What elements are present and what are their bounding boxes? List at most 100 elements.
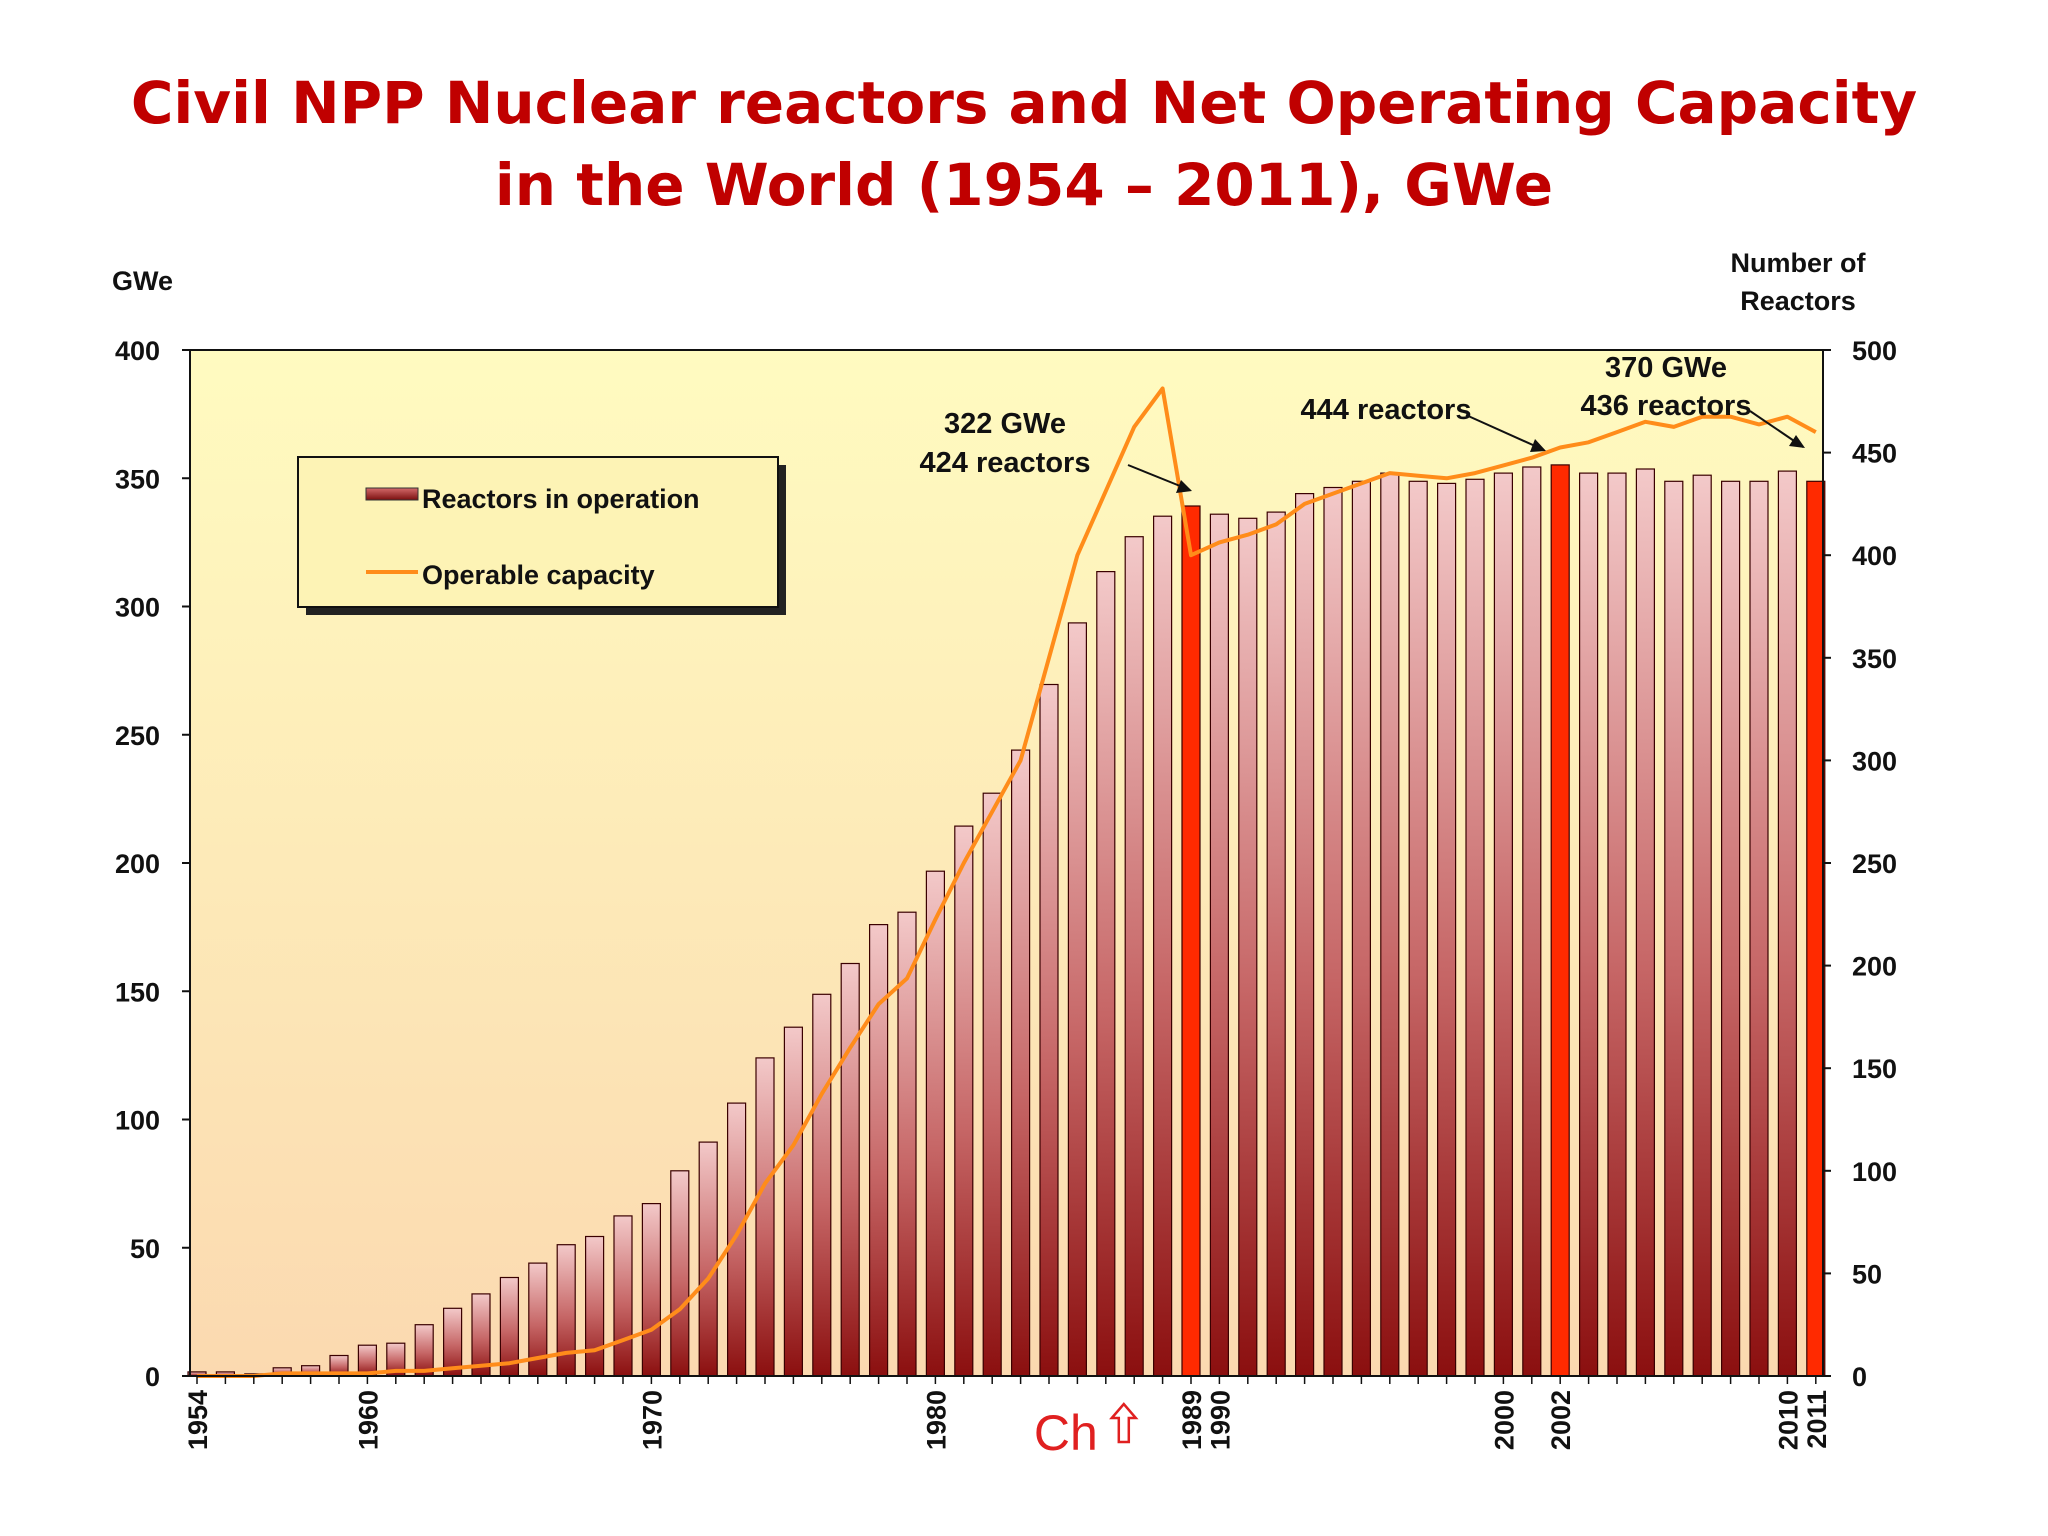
annotation-2011-arrowhead [1789,435,1805,448]
right-axis-ticks: 0 50 100 150 200 250 300 350 400 450 500 [1823,336,1897,1392]
x-label-2000: 2000 [1489,1390,1519,1450]
annotation-1989-line2: 424 reactors [920,447,1091,479]
bar-2003 [1578,472,1599,1377]
right-tick-label-450: 450 [1852,439,1897,469]
bar-1975 [783,1026,804,1377]
up-arrow-icon [1109,1402,1139,1444]
legend: Reactors in operation Operable capacity [297,456,786,615]
left-tick-label-150: 150 [115,977,160,1007]
bar-1984 [1039,683,1059,1377]
left-tick-label-200: 200 [115,849,160,879]
bar-2005 [1635,468,1656,1377]
x-label-1954: 1954 [183,1390,213,1450]
left-tick-label-250: 250 [115,721,160,751]
right-axis-label-line1: Number of [1731,248,1867,278]
bar-1989 [1181,505,1201,1377]
right-tick-label-0: 0 [1852,1362,1867,1392]
bar-1981 [954,825,974,1377]
bar-2006 [1664,480,1684,1377]
x-label-2002: 2002 [1546,1390,1576,1450]
annotation-1989: 322 GWe 424 reactors [920,408,1192,493]
left-axis-ticks: 0 50 100 150 200 250 300 350 400 [115,336,190,1392]
right-tick-label-150: 150 [1852,1054,1897,1084]
bar-1976 [812,993,832,1377]
bar-1971 [670,1170,690,1377]
x-label-2011: 2011 [1802,1390,1832,1449]
annotation-2011: 370 GWe 436 reactors [1581,352,1805,448]
left-axis-label: GWe [112,266,173,296]
title-line-1: Civil NPP Nuclear reactors and Net Opera… [130,69,1918,137]
x-label-1980: 1980 [921,1390,951,1450]
bar-1962 [414,1324,434,1377]
bar-1993 [1294,493,1315,1377]
bar-1990 [1209,513,1230,1377]
legend-bars-label: Reactors in operation [422,484,700,514]
bar-1997 [1408,480,1428,1377]
legend-box [297,456,779,608]
chernobyl-marker: Ch [1034,1402,1139,1461]
bar-2009 [1749,480,1769,1377]
bar-2000 [1493,472,1514,1377]
bar-1988 [1152,515,1173,1377]
title-line-2: in the World (1954 – 2011), GWe [494,151,1554,219]
bar-1986 [1096,570,1116,1377]
annotation-2002-arrow [1465,414,1545,451]
right-tick-label-200: 200 [1852,952,1897,982]
bar-1999 [1465,478,1485,1377]
bar-1985 [1067,622,1088,1377]
bar-2008 [1720,480,1741,1377]
bar-1968 [584,1235,605,1377]
left-tick-label-100: 100 [115,1106,160,1136]
legend-bar-swatch [365,487,419,501]
operable-capacity-line [197,386,1817,1378]
bar-2010 [1777,470,1798,1377]
right-tick-label-50: 50 [1852,1259,1882,1289]
annotation-2002-arrowhead [1530,439,1546,452]
left-tick-label-350: 350 [115,464,160,494]
right-tick-label-300: 300 [1852,746,1897,776]
bar-1978 [868,923,889,1377]
bar-1973 [726,1102,747,1377]
bar-2001 [1522,466,1542,1377]
page-title: Civil NPP Nuclear reactors and Net Opera… [0,62,2048,226]
bar-1974 [755,1057,775,1377]
right-axis-label-line2: Reactors [1740,286,1856,316]
bar-1998 [1436,482,1457,1377]
bar-1972 [698,1141,718,1377]
bar-1969 [613,1215,633,1377]
bar-1983 [1010,749,1031,1377]
x-label-1970: 1970 [637,1390,667,1450]
bars-group [187,464,1826,1377]
bar-1994 [1323,486,1343,1377]
left-tick-label-300: 300 [115,593,160,623]
bar-1992 [1266,511,1286,1377]
bar-1980 [925,870,946,1377]
x-label-2010: 2010 [1773,1390,1803,1450]
right-tick-label-350: 350 [1852,644,1897,674]
legend-line-label: Operable capacity [422,560,655,590]
annotation-2002: 444 reactors [1301,394,1546,452]
left-tick-label-0: 0 [145,1362,160,1392]
bar-1967 [556,1244,576,1377]
bar-1995 [1351,480,1372,1377]
bar-2007 [1692,474,1712,1377]
annotation-2002-line1: 444 reactors [1301,394,1472,426]
right-tick-label-100: 100 [1852,1157,1897,1187]
left-tick-label-50: 50 [130,1234,160,1264]
bar-1982 [982,792,1002,1377]
annotation-1989-arrowhead [1176,480,1192,493]
bar-2004 [1607,472,1627,1377]
bar-1970 [641,1202,662,1377]
x-label-1989: 1989 [1177,1390,1207,1450]
annotation-2011-line1: 370 GWe [1605,352,1727,384]
right-tick-label-400: 400 [1852,541,1897,571]
bar-1977 [840,962,860,1377]
chernobyl-marker-label: Ch [1034,1405,1098,1461]
right-tick-label-500: 500 [1852,336,1897,366]
right-tick-label-250: 250 [1852,849,1897,879]
x-label-1960: 1960 [353,1390,383,1450]
bar-1987 [1124,536,1144,1377]
bar-2002 [1550,464,1570,1377]
